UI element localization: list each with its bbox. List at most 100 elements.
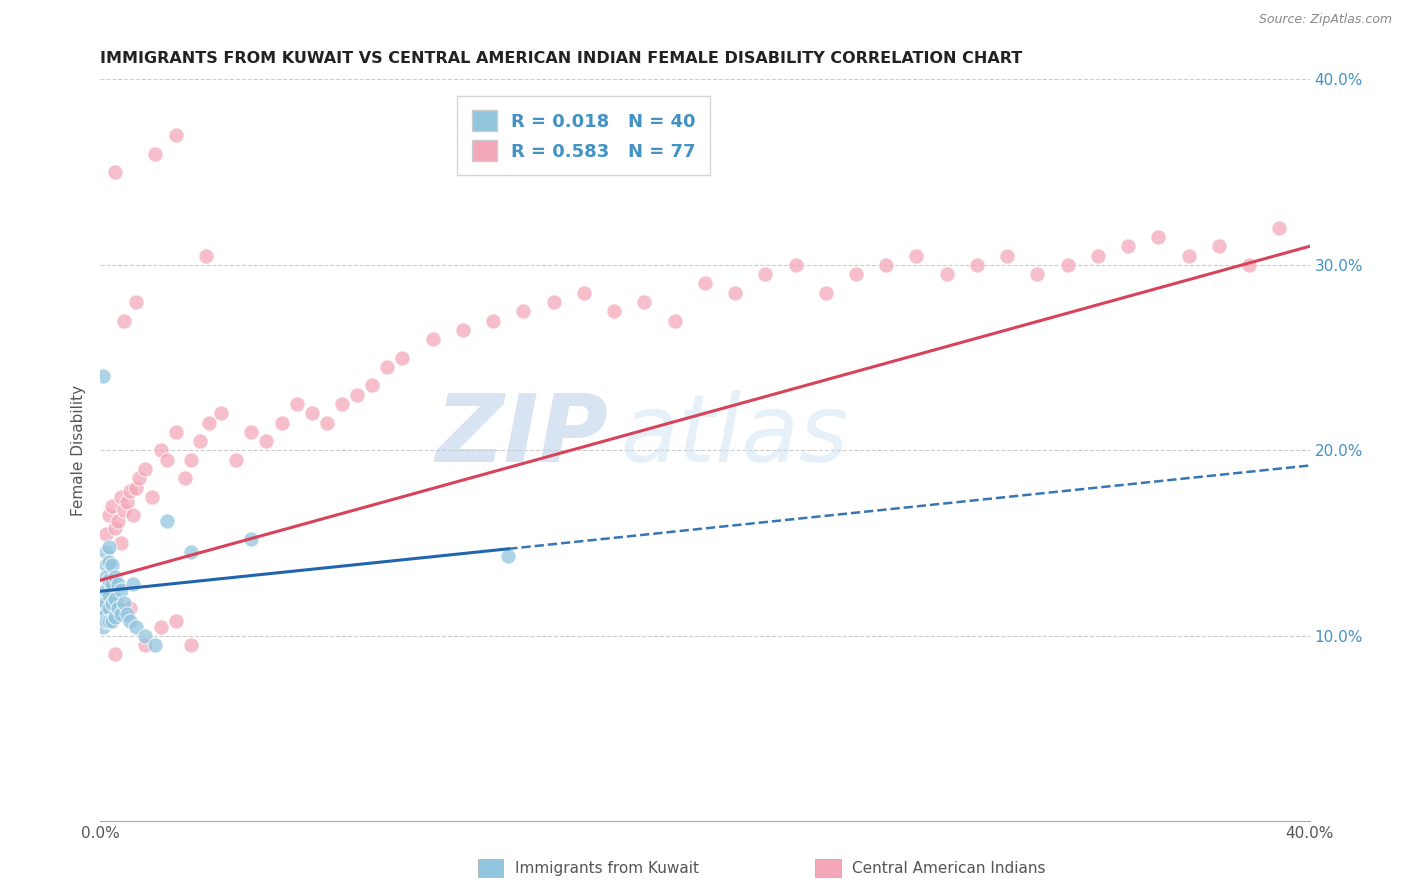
Point (101, 558, 124, 573)
Point (96, 614, 118, 628)
Point (180, 638, 202, 652)
Point (104, 521, 127, 535)
Point (98, 601, 121, 615)
Point (315, 416, 337, 430)
Point (785, 258, 807, 272)
Point (104, 591, 127, 606)
Point (112, 502, 135, 516)
Point (664, 313, 686, 327)
Point (180, 545, 202, 559)
Point (966, 258, 988, 272)
Point (1087, 249, 1109, 263)
Legend: R = 0.018   N = 40, R = 0.583   N = 77: R = 0.018 N = 40, R = 0.583 N = 77 (457, 95, 710, 176)
Point (143, 146, 166, 161)
Point (165, 614, 187, 628)
Point (254, 434, 277, 449)
Point (180, 452, 202, 467)
Point (98, 508, 121, 523)
Point (240, 533, 263, 547)
Point (128, 471, 150, 485)
Point (101, 614, 124, 628)
Point (301, 406, 323, 420)
Point (104, 569, 127, 583)
Point (91, 620, 114, 634)
Point (905, 249, 928, 263)
Point (391, 351, 413, 365)
Point (1208, 239, 1230, 253)
Point (724, 285, 747, 300)
Point (173, 471, 195, 485)
Point (107, 601, 129, 615)
Point (194, 249, 217, 263)
Point (141, 490, 163, 504)
Point (149, 443, 172, 458)
Point (91, 610, 114, 624)
Point (225, 452, 247, 467)
Point (1056, 258, 1078, 272)
Point (122, 508, 145, 523)
Point (603, 304, 626, 318)
Point (104, 648, 127, 662)
Point (91, 601, 114, 615)
Point (1116, 239, 1139, 253)
Text: ZIP: ZIP (436, 390, 607, 482)
Point (482, 313, 505, 327)
Point (1177, 249, 1199, 263)
Point (96, 607, 118, 621)
Point (96, 569, 118, 583)
Point (112, 313, 135, 327)
Point (346, 388, 368, 402)
Point (149, 620, 172, 634)
Point (270, 416, 292, 430)
Point (96, 558, 118, 573)
Point (110, 490, 132, 504)
Point (240, 425, 263, 439)
Y-axis label: Female Disability: Female Disability (72, 384, 86, 516)
Point (572, 285, 595, 300)
Point (512, 304, 534, 318)
Point (134, 638, 156, 652)
Point (98, 588, 121, 602)
Point (101, 595, 124, 609)
Point (1268, 220, 1291, 235)
Point (451, 323, 474, 337)
Point (361, 378, 384, 392)
Point (98, 574, 121, 588)
Point (134, 462, 156, 476)
Point (156, 514, 179, 528)
Point (693, 277, 716, 291)
Point (101, 499, 124, 513)
Point (845, 267, 868, 281)
Point (117, 495, 139, 509)
Text: Immigrants from Kuwait: Immigrants from Kuwait (515, 862, 699, 876)
Point (91, 369, 114, 384)
Point (117, 607, 139, 621)
Point (198, 416, 221, 430)
Point (156, 452, 179, 467)
Point (120, 484, 142, 499)
Point (498, 549, 520, 563)
Point (330, 397, 353, 411)
Point (125, 295, 148, 310)
Point (995, 249, 1018, 263)
Point (209, 406, 232, 420)
Point (125, 481, 148, 495)
Text: atlas: atlas (620, 390, 848, 481)
Point (98, 555, 121, 569)
Point (543, 295, 565, 310)
Point (134, 629, 156, 643)
Point (633, 295, 655, 310)
Point (165, 128, 187, 142)
Point (96, 527, 118, 541)
Point (377, 359, 399, 374)
Point (125, 620, 148, 634)
Point (96, 582, 118, 597)
Point (285, 397, 308, 411)
Point (422, 332, 444, 346)
Point (814, 285, 837, 300)
Text: Source: ZipAtlas.com: Source: ZipAtlas.com (1258, 13, 1392, 27)
Point (98, 614, 121, 628)
Point (112, 595, 135, 609)
Point (96, 545, 118, 559)
Point (107, 577, 129, 591)
